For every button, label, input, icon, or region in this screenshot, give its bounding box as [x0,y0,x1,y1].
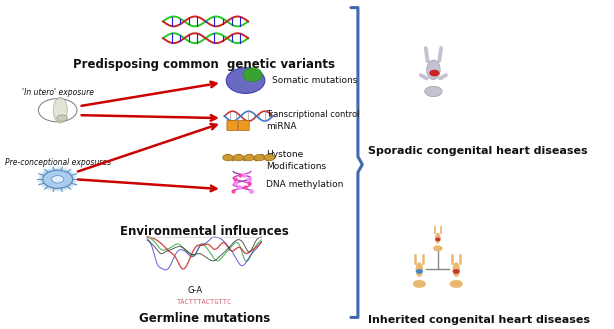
Ellipse shape [53,97,68,123]
Circle shape [38,99,77,122]
Text: Environmental influences: Environmental influences [120,225,289,238]
Text: Inherited congenital heart diseases: Inherited congenital heart diseases [368,316,591,325]
Text: Sporadic congenital heart diseases: Sporadic congenital heart diseases [368,146,588,156]
Circle shape [417,270,422,273]
Circle shape [56,115,68,121]
Circle shape [433,246,442,251]
Text: DNA methylation: DNA methylation [266,180,343,189]
Text: Somatic mutations: Somatic mutations [272,76,357,85]
FancyBboxPatch shape [238,120,249,131]
Text: TACTTTACTGTTC: TACTTTACTGTTC [177,299,232,305]
Circle shape [43,170,72,188]
Circle shape [430,70,439,76]
Text: Transcriptional control: Transcriptional control [266,110,359,119]
Circle shape [454,270,459,273]
Circle shape [450,280,462,288]
FancyBboxPatch shape [227,120,238,131]
Ellipse shape [243,68,262,82]
Ellipse shape [435,233,440,243]
Circle shape [38,168,77,191]
Ellipse shape [226,68,265,93]
Circle shape [42,170,74,189]
Text: Hystone
Modifications: Hystone Modifications [266,150,326,171]
Circle shape [244,154,254,161]
Circle shape [436,238,440,240]
Ellipse shape [416,263,423,277]
Circle shape [52,176,64,183]
Circle shape [233,154,244,161]
Ellipse shape [427,60,440,80]
Circle shape [264,154,274,161]
Ellipse shape [453,263,460,277]
Text: Predisposing common  genetic variants: Predisposing common genetic variants [73,58,335,71]
Circle shape [413,280,426,288]
Circle shape [254,154,265,161]
Text: G-A: G-A [188,286,203,295]
Circle shape [425,86,442,97]
Circle shape [223,154,233,161]
Text: miRNA: miRNA [266,122,296,132]
Text: Germline mutations: Germline mutations [139,313,270,325]
Circle shape [40,169,76,190]
Text: Pre-conceptional exposures: Pre-conceptional exposures [5,158,111,166]
Text: 'In utero' exposure: 'In utero' exposure [21,88,94,96]
